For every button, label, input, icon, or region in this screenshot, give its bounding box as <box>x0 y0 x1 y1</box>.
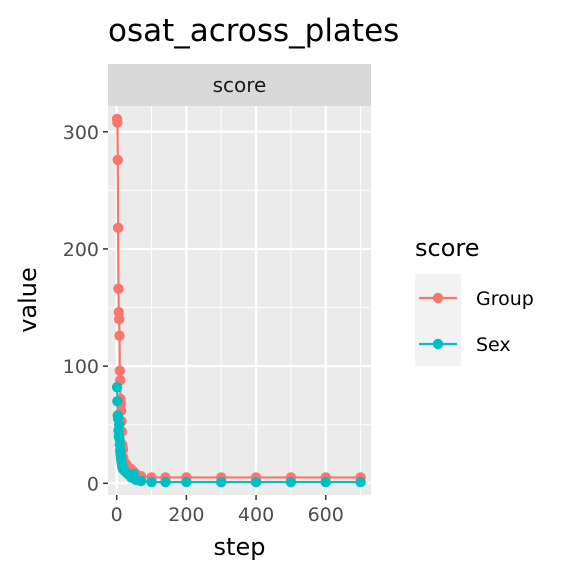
axis-ticks <box>103 131 327 500</box>
y-tick-label: 300 <box>63 122 99 144</box>
x-tick-labels: 0 200 400 600 <box>111 504 344 526</box>
x-axis-title: step <box>214 533 266 561</box>
minor-gridlines <box>108 106 371 495</box>
x-tick-label: 400 <box>238 504 274 526</box>
legend: score Group Sex <box>415 234 534 366</box>
data-point-group <box>112 154 123 166</box>
y-axis-title: value <box>14 267 42 333</box>
data-point-sex <box>285 476 297 488</box>
data-point-sex <box>250 476 262 488</box>
legend-label-group: Group <box>476 288 534 310</box>
facet-strip-label: score <box>213 73 267 97</box>
data-point-group <box>114 365 126 377</box>
data-point-sex <box>111 382 123 393</box>
legend-key-point-sex <box>432 338 444 350</box>
data-point-group <box>114 330 125 341</box>
data-point-group <box>113 283 124 294</box>
data-point-sex <box>112 396 123 407</box>
y-tick-label: 0 <box>87 473 99 495</box>
plot-panel <box>108 106 371 495</box>
data-point-sex <box>160 476 171 488</box>
data-point-sex <box>355 476 366 488</box>
y-tick-labels: 0 100 200 300 <box>63 122 99 496</box>
data-point-sex <box>320 476 331 488</box>
legend-label-sex: Sex <box>476 334 511 356</box>
x-tick-label: 600 <box>308 504 344 526</box>
x-tick-label: 0 <box>111 504 123 526</box>
y-tick-label: 100 <box>63 356 99 378</box>
series-layer <box>111 113 366 488</box>
data-point-sex <box>113 419 125 430</box>
y-tick-label: 200 <box>63 239 99 261</box>
facet-strip <box>108 64 371 106</box>
legend-title: score <box>415 234 480 262</box>
data-point-sex <box>181 476 192 488</box>
data-point-sex <box>146 476 157 488</box>
legend-key-background <box>415 274 461 366</box>
chart-title: osat_across_plates <box>108 13 399 49</box>
data-point-group <box>112 117 123 128</box>
legend-key-point-group <box>432 292 444 304</box>
x-tick-label: 200 <box>168 504 204 526</box>
data-point-sex <box>216 476 227 488</box>
data-point-sex <box>135 475 147 487</box>
data-point-group <box>112 222 124 234</box>
data-point-group <box>113 314 125 325</box>
